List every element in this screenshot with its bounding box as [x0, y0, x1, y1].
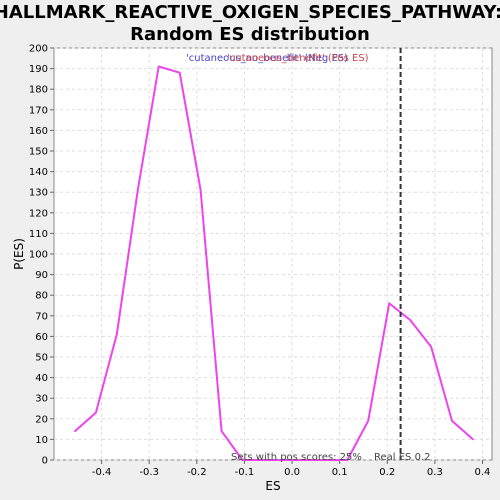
y-tick-label: 50 — [35, 353, 48, 364]
data-point — [136, 189, 139, 191]
x-tick-label: -0.4 — [92, 467, 112, 478]
y-tick-label: 110 — [29, 229, 48, 240]
y-tick-label: 150 — [29, 147, 48, 158]
data-point — [178, 71, 181, 74]
data-point — [74, 430, 76, 432]
y-tick-label: 200 — [29, 44, 48, 55]
y-tick-label: 0 — [42, 456, 48, 467]
data-point — [199, 189, 202, 191]
series-line — [74, 65, 474, 461]
x-tick-label: 0.1 — [332, 467, 348, 478]
y-tick-label: 120 — [29, 208, 48, 219]
y-tick-label: 10 — [35, 435, 48, 446]
y-tick-label: 70 — [35, 311, 48, 322]
x-tick-label: -0.1 — [235, 467, 255, 478]
data-point — [367, 420, 370, 422]
y-tick-label: 40 — [35, 373, 48, 384]
data-point — [430, 345, 432, 348]
data-point — [451, 420, 453, 422]
chart-title-line2: Random ES distribution — [130, 24, 370, 45]
y-tick-label: 30 — [35, 394, 48, 405]
data-point — [241, 459, 244, 461]
data-point — [220, 430, 223, 432]
x-axis-label: ES — [265, 479, 280, 493]
y-tick-label: 180 — [29, 85, 48, 96]
x-ticks: -0.4 -0.3 -0.2 -0.1 0.0 0.1 0.2 0.3 0.4 — [92, 460, 491, 478]
data-point — [116, 333, 118, 336]
y-tick-label: 140 — [29, 167, 48, 178]
y-tick-label: 130 — [29, 188, 48, 199]
series-lines — [74, 65, 474, 461]
data-point — [304, 459, 307, 461]
pos-scores-note: Sets with pos scores: 25% — [231, 452, 362, 463]
y-tick-label: 20 — [35, 414, 48, 425]
y-tick-label: 160 — [29, 126, 48, 137]
y-ticks: 0 10 20 30 40 50 60 70 80 90 100 110 120 130 140 150 160… — [29, 44, 54, 467]
y-tick-label: 90 — [35, 270, 48, 281]
y-tick-label: 60 — [35, 332, 48, 343]
x-tick-label: -0.2 — [187, 467, 207, 478]
data-point — [95, 411, 97, 414]
x-tick-label: 0.4 — [475, 467, 491, 478]
data-point — [472, 438, 474, 441]
y-axis-label: P(ES) — [12, 238, 26, 270]
grid-lines — [54, 47, 492, 461]
x-tick-label: 0.3 — [427, 467, 443, 478]
y-tick-label: 100 — [29, 250, 48, 261]
data-point — [388, 302, 390, 305]
chart-title-line1: HALLMARK_REACTIVE_OXIGEN_SPECIES_PATHWAY… — [0, 2, 500, 23]
x-tick-label: 0.2 — [379, 467, 395, 478]
real-es-note: Real ES 0.2 — [374, 452, 430, 463]
data-point — [283, 459, 286, 461]
y-tick-label: 170 — [29, 105, 48, 116]
data-point — [346, 459, 349, 461]
data-point — [157, 65, 160, 68]
x-tick-label: 0.0 — [284, 467, 300, 478]
legend-neg: 'cutaneous_no_benefit' (Neg ES) — [186, 53, 348, 64]
legend-pos: 'cutaneous_benefit' (Pos ES) — [227, 53, 369, 64]
y-tick-label: 190 — [29, 64, 48, 75]
data-point — [262, 459, 265, 461]
y-tick-label: 80 — [35, 291, 48, 302]
data-point — [409, 319, 411, 321]
x-tick-label: -0.3 — [139, 467, 159, 478]
data-point — [325, 459, 328, 461]
